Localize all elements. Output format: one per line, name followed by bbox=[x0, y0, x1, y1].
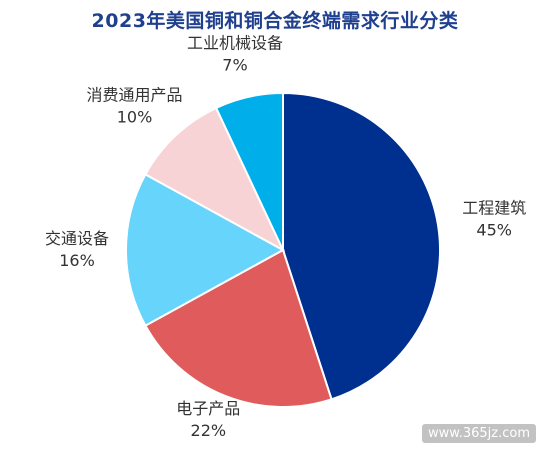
pie-slice-3 bbox=[124, 173, 286, 327]
pie-slice-2 bbox=[144, 248, 333, 408]
slice-value-2: 22% bbox=[191, 421, 227, 440]
slice-label-2: 电子产品 bbox=[176, 399, 240, 418]
slice-label-1: 工程建筑 bbox=[462, 199, 526, 218]
pie-slice-1 bbox=[282, 91, 442, 401]
pie-slice-5 bbox=[214, 91, 284, 251]
slice-value-5: 7% bbox=[222, 56, 247, 75]
slice-label-4: 消费通用产品 bbox=[86, 85, 182, 104]
slice-label-5: 工业机械设备 bbox=[187, 34, 283, 53]
chart-title: 2023年美国铜和铜合金终端需求行业分类 bbox=[91, 10, 459, 32]
watermark: www.365jz.com bbox=[422, 424, 536, 443]
slice-label-3: 交通设备 bbox=[45, 229, 109, 248]
slice-value-3: 16% bbox=[59, 251, 95, 270]
pie-slice-4 bbox=[144, 106, 286, 253]
slice-value-4: 10% bbox=[117, 107, 153, 126]
slice-value-1: 45% bbox=[476, 221, 512, 240]
